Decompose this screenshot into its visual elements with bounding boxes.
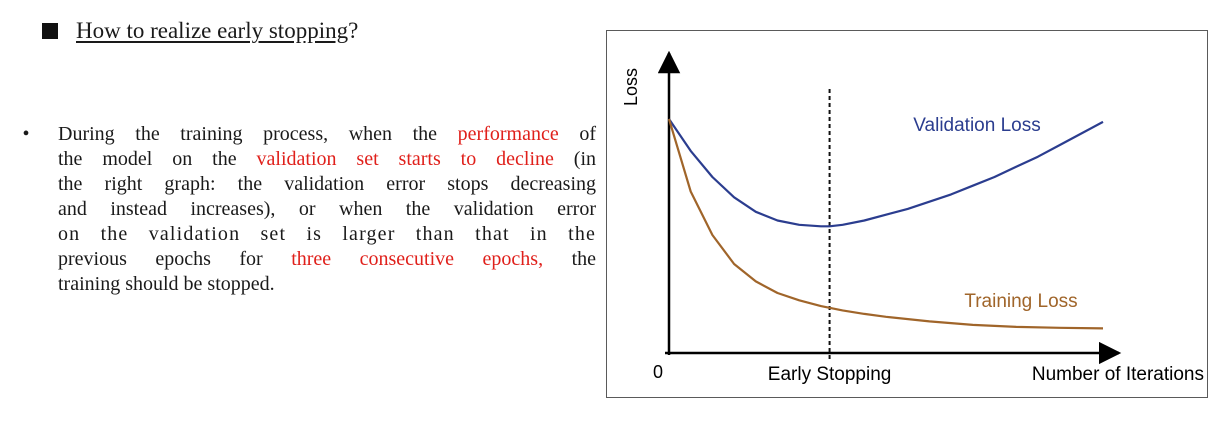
paragraph-text: on the validation set is larger than tha… [58,223,596,245]
heading-suffix: ? [348,18,359,43]
paragraph-text: previous epochs for [58,248,292,270]
square-bullet-icon [42,23,58,39]
validation-loss-label: Validation Loss [913,115,1040,136]
paragraph-line: on the validation set is larger than tha… [58,222,596,247]
x-axis-label: Number of Iterations [1032,364,1204,385]
paragraph-text: the right graph: the validation error st… [58,173,596,195]
heading-text: How to realize early stopping? [76,18,358,44]
paragraph-text: the model on the [58,148,257,170]
paragraph-line: training should be stopped. [58,272,596,297]
validation-loss-line [668,118,1104,228]
highlighted-text: validation set starts to decline [256,148,554,170]
bullet-paragraph-block: • During the training process, when the … [10,122,596,297]
early-stopping-figure: Validation Loss Training Loss Loss 0 Early S… [606,30,1208,398]
y-axis-label: Loss [621,68,641,106]
paragraph-text: the [543,248,596,270]
paragraph-text: and instead increases), or when the vali… [58,198,596,220]
paragraph-text: (in [553,148,597,170]
paragraph-text: training should be stopped. [58,273,275,295]
section-heading: How to realize early stopping? [42,18,358,44]
origin-label: 0 [653,362,663,382]
paragraph-line: the model on the validation set starts t… [58,147,596,172]
paragraph-line: and instead increases), or when the vali… [58,197,596,222]
paragraph-line: During the training process, when the pe… [58,122,596,147]
bullet-paragraph: During the training process, when the pe… [58,122,596,297]
highlighted-text: three consecutive epochs, [291,248,544,270]
paragraph-line: the right graph: the validation error st… [58,172,596,197]
highlighted-text: performance [457,123,559,145]
paragraph-text: of [558,123,596,145]
heading-link[interactable]: How to realize early stopping [76,18,349,43]
paragraph-line: previous epochs for three consecutive ep… [58,247,596,272]
training-loss-label: Training Loss [964,291,1077,312]
bullet-dot-icon: • [22,123,30,145]
loss-curve-chart: Validation Loss Training Loss Loss 0 Early S… [621,50,1204,385]
training-loss-line [667,118,1104,330]
early-stopping-label: Early Stopping [768,364,892,385]
paragraph-text: During the training process, when the [58,123,458,145]
